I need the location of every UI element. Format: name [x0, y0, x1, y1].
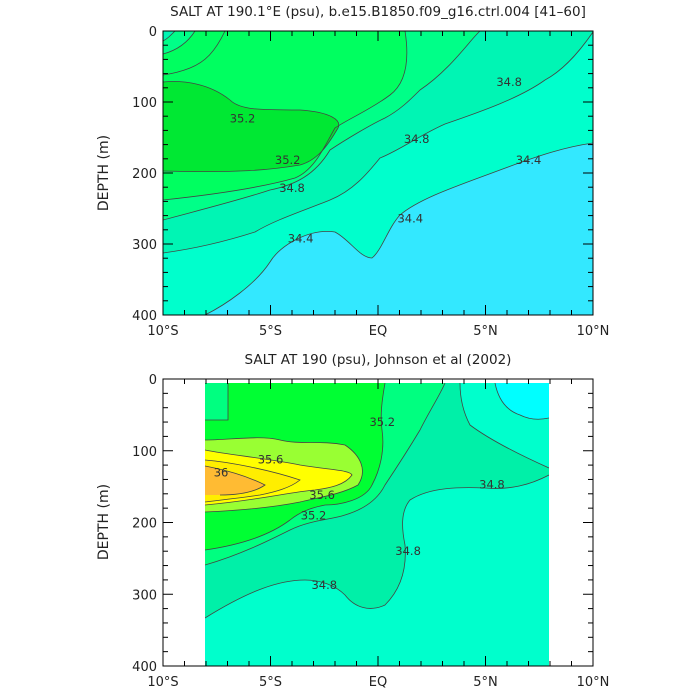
panel-model: SALT AT 190.1°E (psu), b.e15.B1850.f09_g… [96, 4, 609, 339]
contour-line [205, 437, 363, 513]
contour-line [163, 31, 226, 76]
y-tick-label: 200 [132, 167, 157, 182]
y-tick-label: 0 [149, 373, 157, 388]
x-tick-label: EQ [369, 324, 387, 339]
fill-gt-36.0 [205, 466, 265, 495]
y-tick-label: 100 [132, 96, 157, 111]
contour-label: 35.6 [309, 488, 335, 502]
fill-34.8-35.0-left-2 [163, 31, 195, 54]
panel2-contour-lines [205, 383, 549, 619]
contour-label: 35.6 [258, 452, 284, 466]
y-tick-label: 400 [132, 660, 157, 675]
contour-line [494, 383, 549, 420]
y-tick-label: 300 [132, 238, 157, 253]
panel-observations: SALT AT 190 (psu), Johnson et al (2002) [96, 352, 609, 690]
contour-line [163, 31, 481, 221]
contour-label: 34.8 [479, 477, 505, 491]
contour-line [163, 81, 340, 173]
contour-line [204, 142, 593, 315]
contour-label: 35.2 [275, 153, 301, 167]
x-tick-label: EQ [369, 675, 387, 690]
contour-line [163, 31, 196, 55]
y-tick-label: 400 [132, 309, 157, 324]
contour-line [205, 465, 266, 496]
x-tick-label: 5°S [259, 324, 282, 339]
fill-lt-34.6 [495, 383, 549, 420]
x-tick-label: 10°S [147, 324, 178, 339]
panel2-ylabel: DEPTH (m) [96, 484, 112, 560]
y-tick-label: 0 [149, 25, 157, 40]
contour-label: 34.8 [395, 544, 421, 558]
contour-label: 34.4 [288, 231, 314, 245]
contour-label: 34.4 [397, 211, 423, 225]
contour-line [459, 383, 549, 469]
contour-line [205, 449, 353, 506]
contour-label: 34.4 [516, 153, 542, 167]
y-tick-label: 100 [132, 445, 157, 460]
contour-line [163, 31, 176, 42]
panel1-contour-labels: 35.2 35.2 34.8 34.8 34.8 34.4 34.4 34.4 [230, 75, 542, 245]
y-tick-label: 200 [132, 517, 157, 532]
panel1-contour-lines [163, 31, 593, 315]
x-tick-label: 10°N [577, 324, 610, 339]
contour-label: 35.2 [301, 508, 327, 522]
x-tick-label: 5°S [259, 675, 282, 690]
contour-line [163, 31, 408, 201]
panel2-axes: 10°S 5°S EQ 5°N 10°N 0 100 200 300 400 [132, 373, 609, 690]
contour-line [205, 383, 229, 421]
contour-line [205, 459, 301, 503]
contour-label: 34.8 [279, 181, 305, 195]
contour-label: 34.8 [404, 132, 430, 146]
panel2-contour-labels: 35.2 35.6 36 35.6 35.2 34.8 34.8 34.8 [214, 415, 505, 592]
y-tick-label: 300 [132, 588, 157, 603]
panel2-title: SALT AT 190 (psu), Johnson et al (2002) [245, 352, 512, 368]
x-tick-label: 10°S [147, 675, 178, 690]
contour-line [205, 383, 446, 566]
contour-label: 35.2 [369, 415, 395, 429]
contour-line [205, 474, 549, 619]
contour-label: 34.8 [496, 75, 522, 89]
panel1-ylabel: DEPTH (m) [96, 135, 112, 211]
contour-line [205, 383, 386, 551]
contour-label: 35.2 [230, 111, 256, 125]
panel1-title: SALT AT 190.1°E (psu), b.e15.B1850.f09_g… [170, 4, 586, 20]
panel1-axes: 10°S 5°S EQ 5°N 10°N 0 100 200 300 400 [132, 25, 609, 339]
contour-label: 36 [214, 465, 229, 479]
x-tick-label: 5°N [473, 324, 498, 339]
contour-label: 34.8 [311, 578, 337, 592]
x-tick-label: 10°N [577, 675, 610, 690]
panel1-contour-fills [163, 31, 593, 315]
contour-line [163, 31, 593, 254]
x-tick-label: 5°N [473, 675, 498, 690]
fill-gt-35.2 [163, 81, 339, 172]
